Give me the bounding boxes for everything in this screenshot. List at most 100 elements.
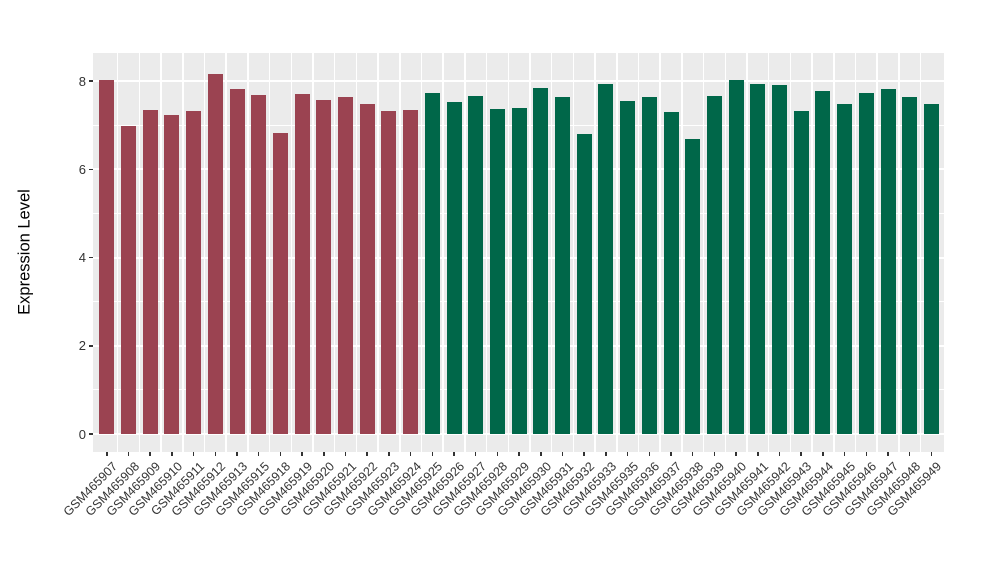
gridline-vertical-minor xyxy=(355,53,358,452)
bar-GSM465924 xyxy=(403,109,419,434)
bar-GSM465922 xyxy=(359,103,375,434)
bar-GSM465937 xyxy=(663,112,679,434)
gridline-vertical-minor xyxy=(767,53,770,452)
x-tick-mark xyxy=(171,452,173,456)
x-tick-mark xyxy=(323,452,325,456)
gridline-vertical-minor xyxy=(529,53,531,452)
x-tick-mark xyxy=(800,452,802,456)
gridline-vertical-minor xyxy=(268,53,271,452)
x-tick-mark xyxy=(214,452,217,456)
gridline-vertical-minor xyxy=(182,53,184,452)
gridline-vertical-minor xyxy=(464,53,466,452)
gridline-vertical-minor xyxy=(225,53,227,452)
bar-GSM465939 xyxy=(706,96,722,434)
x-tick-mark xyxy=(301,452,303,456)
y-axis-title-text: Expression Level xyxy=(15,189,34,315)
gridline-vertical-minor xyxy=(594,53,596,452)
x-tick-mark xyxy=(431,452,434,456)
x-tick-mark xyxy=(713,452,716,456)
bar-GSM465930 xyxy=(533,87,549,434)
bar-GSM465949 xyxy=(923,103,939,434)
gridline-vertical-minor xyxy=(247,53,249,452)
y-tick-label: 8 xyxy=(78,73,86,89)
x-tick-mark xyxy=(626,452,629,456)
x-tick-mark xyxy=(474,452,477,456)
x-tick-mark xyxy=(453,452,455,456)
gridline-vertical-minor xyxy=(160,53,162,452)
x-tick-mark xyxy=(149,452,151,456)
bar-GSM465942 xyxy=(772,85,787,434)
x-tick-mark xyxy=(257,452,260,456)
x-tick-mark xyxy=(366,452,368,456)
bar-GSM465911 xyxy=(186,111,202,434)
y-tick-mark xyxy=(89,345,93,347)
bar-GSM465936 xyxy=(641,97,657,434)
bar-GSM465919 xyxy=(294,94,310,434)
gridline-vertical-minor xyxy=(637,53,640,452)
gridline-vertical-minor xyxy=(442,53,444,452)
gridline-vertical-minor xyxy=(919,53,922,452)
x-tick-mark xyxy=(518,452,520,456)
gridline-major xyxy=(93,80,944,82)
x-tick-mark xyxy=(409,452,412,456)
gridline-vertical-minor xyxy=(833,53,835,452)
gridline-vertical-minor xyxy=(116,53,119,452)
bar-GSM465946 xyxy=(858,92,874,434)
gridline-vertical-minor xyxy=(290,53,292,452)
gridline-vertical-minor xyxy=(420,53,423,452)
bar-GSM465947 xyxy=(880,88,896,434)
gridline-vertical-minor xyxy=(854,53,857,452)
gridline-vertical-minor xyxy=(550,53,553,452)
x-tick-mark xyxy=(279,452,282,456)
x-tick-mark xyxy=(887,452,889,456)
bar-GSM465909 xyxy=(142,109,158,434)
bar-GSM465935 xyxy=(620,101,636,434)
bar-GSM465933 xyxy=(598,83,614,434)
bar-GSM465915 xyxy=(251,94,267,434)
y-tick-mark xyxy=(89,168,93,170)
gridline-vertical-minor xyxy=(377,53,379,452)
bar-GSM465943 xyxy=(793,110,809,434)
bar-GSM465918 xyxy=(272,132,288,434)
x-tick-mark xyxy=(778,452,781,456)
bar-GSM465940 xyxy=(728,79,744,434)
gridline-vertical-minor xyxy=(507,53,509,452)
x-tick-mark xyxy=(843,452,846,456)
y-tick-label: 6 xyxy=(78,161,86,177)
bar-GSM465925 xyxy=(424,92,440,434)
x-tick-mark xyxy=(561,452,564,456)
gridline-vertical-minor xyxy=(485,53,488,452)
bar-GSM465908 xyxy=(121,126,136,434)
bar-GSM465938 xyxy=(685,138,701,434)
y-tick-label: 2 xyxy=(78,338,86,354)
gridline-vertical-minor xyxy=(811,53,813,452)
gridline-vertical-minor xyxy=(138,53,141,452)
bar-GSM465931 xyxy=(555,97,570,434)
bar-GSM465907 xyxy=(99,79,115,434)
x-tick-mark xyxy=(583,452,585,456)
y-tick-mark xyxy=(89,256,93,259)
gridline-vertical-minor xyxy=(898,53,900,452)
y-tick-label: 4 xyxy=(78,250,86,265)
bar-GSM465921 xyxy=(338,96,353,434)
x-tick-mark xyxy=(106,452,108,456)
bar-GSM465932 xyxy=(576,133,592,434)
x-tick-mark xyxy=(648,452,651,456)
gridline-vertical-minor xyxy=(702,53,705,452)
gridline-major xyxy=(93,433,944,435)
x-tick-mark xyxy=(908,452,911,456)
x-tick-mark xyxy=(127,452,130,456)
gridline-vertical-minor xyxy=(876,53,878,452)
gridline-vertical-minor xyxy=(681,53,683,452)
y-tick-label: 0 xyxy=(78,426,86,442)
x-tick-mark xyxy=(388,452,390,456)
gridline-vertical-minor xyxy=(572,53,575,452)
x-tick-mark xyxy=(670,452,672,456)
x-tick-mark xyxy=(691,452,694,456)
gridline-vertical-minor xyxy=(616,53,618,452)
bar-GSM465923 xyxy=(381,111,397,434)
x-tick-mark xyxy=(735,452,737,456)
x-tick-mark xyxy=(930,452,933,456)
bar-GSM465928 xyxy=(489,109,505,434)
bar-GSM465926 xyxy=(446,102,462,434)
